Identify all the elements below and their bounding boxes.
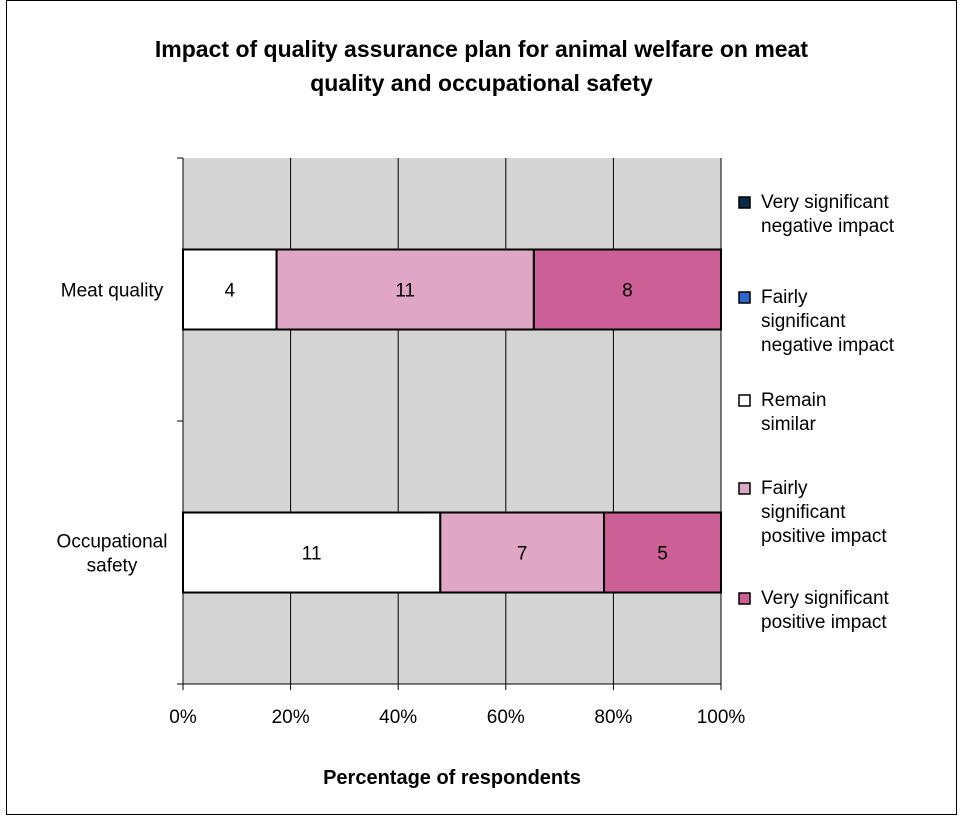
data-label: 7 <box>517 544 528 565</box>
bar-segment <box>275 248 535 331</box>
x-tick-label: 0% <box>169 707 197 728</box>
category-label: Meat quality <box>61 281 164 302</box>
legend-swatch <box>738 291 751 304</box>
legend-swatch <box>738 196 751 209</box>
x-tick-label: 80% <box>594 707 632 728</box>
legend-label: significant <box>761 311 846 332</box>
bar-segment <box>532 248 722 331</box>
legend-label: negative impact <box>761 335 895 356</box>
legend-label: positive impact <box>761 612 887 633</box>
bar-segment <box>603 511 722 594</box>
x-axis-title: Percentage of respondents <box>323 767 581 789</box>
chart-title: Impact of quality assurance plan for ani… <box>0 32 963 100</box>
legend-label: negative impact <box>761 216 895 237</box>
legend-label: similar <box>761 414 817 435</box>
legend-label: Fairly <box>761 478 808 499</box>
legend-label: Fairly <box>761 287 808 308</box>
data-label: 4 <box>224 281 235 302</box>
legend-label: positive impact <box>761 526 887 547</box>
data-label: 8 <box>622 281 633 302</box>
legend-swatch <box>738 592 751 605</box>
bar-segment <box>182 511 442 594</box>
x-tick-label: 20% <box>272 707 310 728</box>
legend-swatch <box>738 394 751 407</box>
legend-label: Very significant <box>761 588 890 609</box>
chart-title-line-2: quality and occupational safety <box>310 70 653 96</box>
legend-label: significant <box>761 502 846 523</box>
chart-title-line-1: Impact of quality assurance plan for ani… <box>154 36 809 62</box>
x-tick-label: 60% <box>487 707 525 728</box>
x-tick-label: 40% <box>379 707 417 728</box>
legend-label: Remain <box>761 390 826 411</box>
plot-background <box>183 158 721 684</box>
category-label: safety <box>87 556 138 577</box>
legend-swatch <box>738 482 751 495</box>
data-label: 11 <box>302 544 322 565</box>
x-tick-label: 100% <box>697 707 746 728</box>
data-label: 5 <box>657 544 668 565</box>
data-label: 11 <box>395 281 415 302</box>
bar-segment <box>439 511 606 594</box>
bar-segment <box>182 248 278 331</box>
legend-label: Very significant <box>761 192 890 213</box>
category-label: Occupational <box>57 532 168 553</box>
